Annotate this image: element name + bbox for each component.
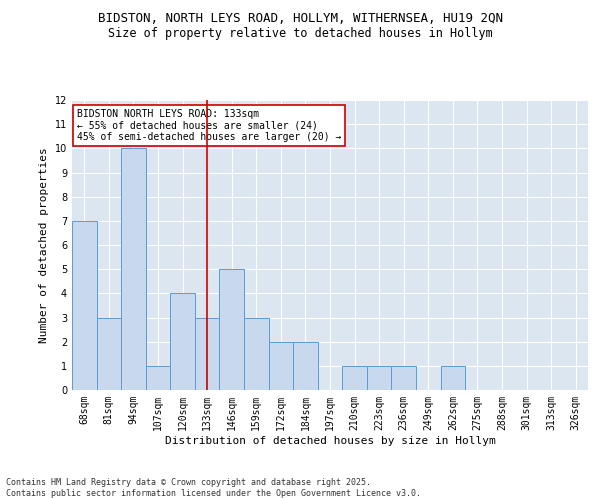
Bar [367,366,391,390]
Text: Size of property relative to detached houses in Hollym: Size of property relative to detached ho… [107,28,493,40]
Text: Contains HM Land Registry data © Crown copyright and database right 2025.
Contai: Contains HM Land Registry data © Crown c… [6,478,421,498]
Bar [220,269,244,390]
Bar [293,342,318,390]
Bar [342,366,367,390]
Bar [440,366,465,390]
Bar [146,366,170,390]
Bar [244,318,269,390]
Y-axis label: Number of detached properties: Number of detached properties [39,147,49,343]
Bar [195,318,220,390]
X-axis label: Distribution of detached houses by size in Hollym: Distribution of detached houses by size … [164,436,496,446]
Bar [121,148,146,390]
Text: BIDSTON, NORTH LEYS ROAD, HOLLYM, WITHERNSEA, HU19 2QN: BIDSTON, NORTH LEYS ROAD, HOLLYM, WITHER… [97,12,503,26]
Text: BIDSTON NORTH LEYS ROAD: 133sqm
← 55% of detached houses are smaller (24)
45% of: BIDSTON NORTH LEYS ROAD: 133sqm ← 55% of… [77,108,341,142]
Bar [269,342,293,390]
Bar [391,366,416,390]
Bar [97,318,121,390]
Bar [170,294,195,390]
Bar [72,221,97,390]
